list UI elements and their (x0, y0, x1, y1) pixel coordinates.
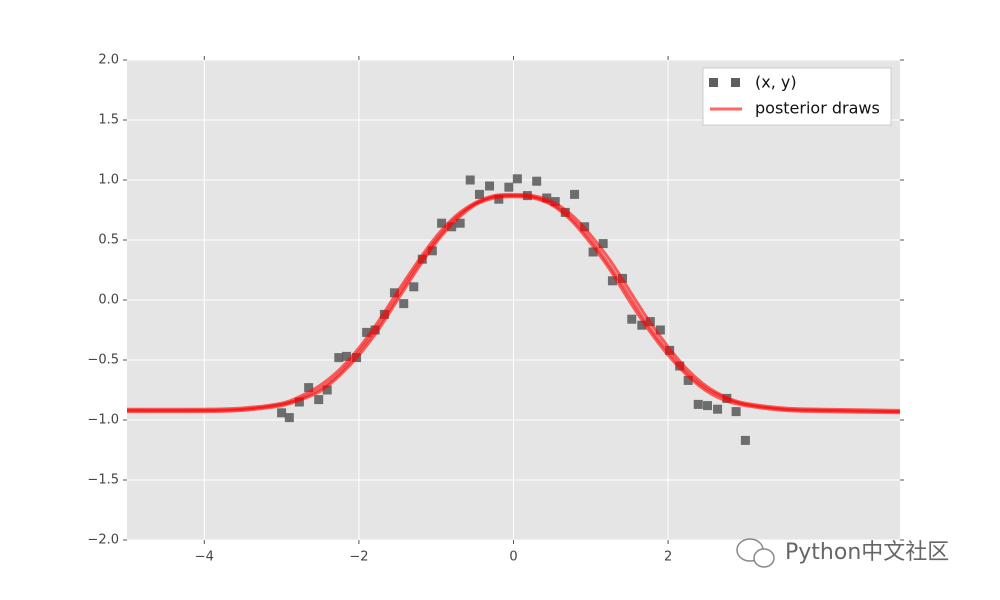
scatter-point (362, 327, 372, 337)
scatter-point (389, 288, 399, 298)
scatter-point (740, 435, 750, 445)
watermark: Python中文社区 (736, 538, 949, 568)
y-tick-label: −2.0 (87, 533, 119, 548)
scatter-point (334, 353, 344, 363)
scatter-point (607, 276, 617, 286)
scatter-point (637, 320, 647, 330)
scatter-point (532, 176, 542, 186)
watermark-text: Python中文社区 (785, 540, 949, 565)
y-tick-label: 2.0 (98, 53, 119, 68)
scatter-point (731, 407, 741, 417)
y-tick-label: −1.0 (87, 413, 119, 428)
scatter-point (447, 222, 457, 232)
legend-marker (709, 78, 718, 87)
x-tick-label: 0 (509, 550, 517, 565)
y-tick-label: 1.5 (98, 113, 119, 128)
y-tick-label: 0.5 (98, 233, 119, 248)
scatter-point (598, 239, 608, 249)
scatter-point (277, 408, 287, 418)
y-tick-label: 0.0 (98, 293, 119, 308)
scatter-point (314, 395, 324, 405)
scatter-point (485, 181, 495, 191)
posterior-line (126, 192, 901, 412)
legend-label: (x, y) (755, 73, 797, 92)
y-tick-label: −1.5 (87, 473, 119, 488)
scatter-point (322, 385, 332, 395)
marks (126, 174, 901, 445)
scatter-point (570, 189, 580, 199)
scatter-point (474, 189, 484, 199)
y-tick-label: −0.5 (87, 353, 119, 368)
scatter-point (703, 401, 713, 411)
scatter-point (512, 174, 522, 184)
grid: −2.0 −1.5 −1.0 −0.5 0.0 0.5 1.0 1.5 2.0 −4 −2 0 2 (87, 53, 904, 565)
x-tick-label: −4 (195, 550, 214, 565)
scatter-point (304, 383, 314, 393)
y-tick-label: 1.0 (98, 173, 119, 188)
scatter-point (494, 194, 504, 204)
scatter-point (437, 218, 447, 228)
scatter-point (342, 351, 352, 361)
scatter-point (399, 299, 409, 309)
scatter-point (683, 375, 693, 385)
scatter-point (655, 325, 665, 335)
scatter-point (588, 247, 598, 257)
legend: (x, y) posterior draws (702, 67, 892, 126)
x-tick-label: 2 (664, 550, 672, 565)
scatter-point (284, 413, 294, 423)
scatter-point (294, 397, 304, 407)
posterior-line (126, 195, 901, 415)
legend-label: posterior draws (755, 99, 880, 118)
scatter-point (693, 399, 703, 409)
scatter-point (504, 182, 514, 192)
legend-box (702, 67, 892, 126)
scatter-point (713, 404, 723, 414)
scatter-point (455, 218, 465, 228)
scatter-point (627, 314, 637, 324)
watermark-icon (753, 548, 775, 568)
x-tick-label: −2 (349, 550, 368, 565)
legend-marker (731, 78, 740, 87)
scatter-point (427, 246, 437, 256)
scatter-point (465, 175, 475, 185)
scatter-point (409, 282, 419, 292)
